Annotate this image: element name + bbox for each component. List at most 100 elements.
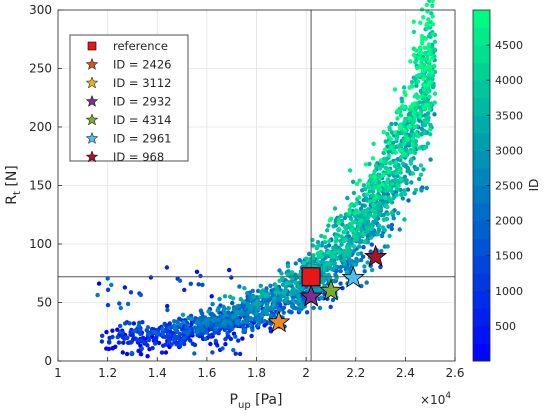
cloud-point xyxy=(338,281,343,286)
cloud-point xyxy=(425,141,431,146)
cloud-point xyxy=(364,208,369,213)
colorbar-band xyxy=(473,220,490,239)
cloud-point xyxy=(105,302,111,308)
cloud-point xyxy=(258,312,263,317)
cloud-point xyxy=(320,280,325,285)
cloud-point xyxy=(394,167,400,172)
cloud-point xyxy=(372,213,377,218)
cloud-point xyxy=(389,226,394,232)
cloud-point xyxy=(315,259,321,264)
colorbar-band xyxy=(473,308,490,327)
cloud-point xyxy=(430,0,435,3)
cloud-point xyxy=(430,3,435,8)
cloud-point xyxy=(128,290,134,295)
cloud-point xyxy=(203,336,208,342)
cloud-point xyxy=(370,156,376,161)
cloud-point xyxy=(367,161,372,167)
cloud-point xyxy=(200,282,205,287)
cloud-point xyxy=(336,220,341,226)
cloud-point xyxy=(432,63,437,69)
cloud-point xyxy=(383,196,388,201)
cloud-point xyxy=(310,243,315,248)
cloud-point xyxy=(268,313,274,318)
cloud-point xyxy=(120,335,126,340)
cloud-point xyxy=(311,305,316,311)
cloud-point xyxy=(362,239,367,244)
y-tick-label: 0 xyxy=(44,354,52,368)
cloud-point xyxy=(136,348,141,354)
cloud-point xyxy=(414,48,419,53)
cloud-point xyxy=(396,210,401,216)
cloud-point xyxy=(380,225,386,230)
cloud-point xyxy=(409,180,414,185)
cloud-point xyxy=(411,19,416,24)
cloud-point xyxy=(381,173,386,178)
cloud-point xyxy=(366,226,371,231)
cloud-point xyxy=(363,187,368,192)
cloud-point xyxy=(411,110,416,116)
cloud-point xyxy=(333,272,338,277)
y-tick-label: 250 xyxy=(29,62,52,76)
cloud-point xyxy=(368,235,374,240)
cloud-point xyxy=(215,343,220,348)
cloud-point xyxy=(231,314,236,320)
cloud-point xyxy=(386,224,391,229)
cloud-point xyxy=(132,328,137,333)
cloud-point xyxy=(264,311,270,317)
cloud-point xyxy=(321,259,326,265)
cloud-point xyxy=(206,309,211,314)
cloud-point xyxy=(350,220,355,225)
cloud-point xyxy=(403,92,408,98)
cloud-point xyxy=(373,163,379,168)
colorbar-band xyxy=(473,185,490,204)
cloud-point xyxy=(416,146,422,151)
colorbar-band xyxy=(473,10,490,29)
cloud-point xyxy=(186,330,191,335)
cloud-point xyxy=(188,338,193,343)
highlight-star-2932 xyxy=(299,284,323,307)
cloud-point xyxy=(295,284,301,289)
cloud-point xyxy=(317,251,323,256)
cloud-point xyxy=(432,39,438,44)
cloud-point xyxy=(400,196,405,201)
cloud-point xyxy=(368,213,373,218)
cloud-point xyxy=(366,181,371,186)
cloud-point xyxy=(356,210,361,215)
cloud-point xyxy=(419,51,425,56)
cloud-point xyxy=(105,276,110,281)
cloud-point xyxy=(230,300,235,306)
colorbar-bands xyxy=(473,10,490,362)
cloud-point xyxy=(166,332,172,338)
cloud-point xyxy=(405,169,410,174)
cloud-point xyxy=(364,192,370,197)
cloud-point xyxy=(160,326,165,332)
cloud-point xyxy=(270,291,275,296)
cloud-point xyxy=(422,145,427,150)
cloud-point xyxy=(418,45,423,50)
cloud-point xyxy=(215,308,220,313)
cloud-point xyxy=(146,332,152,337)
cloud-point xyxy=(361,232,366,237)
colorbar-ticks: 500 1000 1500 2000 2500 3000 3500 4000 4500 xyxy=(486,39,523,333)
cloud-point xyxy=(372,178,377,184)
y-axis-label: Rt [N] xyxy=(4,165,23,205)
cloud-point xyxy=(398,113,404,118)
cloud-point xyxy=(118,305,124,311)
cloud-point xyxy=(172,319,177,324)
cloud-point xyxy=(345,195,350,201)
cloud-point xyxy=(317,305,323,311)
cloud-point xyxy=(360,254,366,259)
cloud-point xyxy=(192,342,198,348)
colorbar-tick-label: 3500 xyxy=(495,109,523,122)
cloud-point xyxy=(402,119,407,125)
cloud-point xyxy=(405,165,410,171)
cloud-point xyxy=(424,185,429,191)
colorbar-band xyxy=(473,343,490,362)
cloud-point xyxy=(131,321,137,326)
cloud-point xyxy=(367,199,373,204)
cloud-point xyxy=(388,198,393,203)
colorbar-tick-label: 4000 xyxy=(495,74,523,87)
cloud-point xyxy=(256,306,262,311)
cloud-point xyxy=(418,115,423,120)
cloud-point xyxy=(248,323,253,328)
